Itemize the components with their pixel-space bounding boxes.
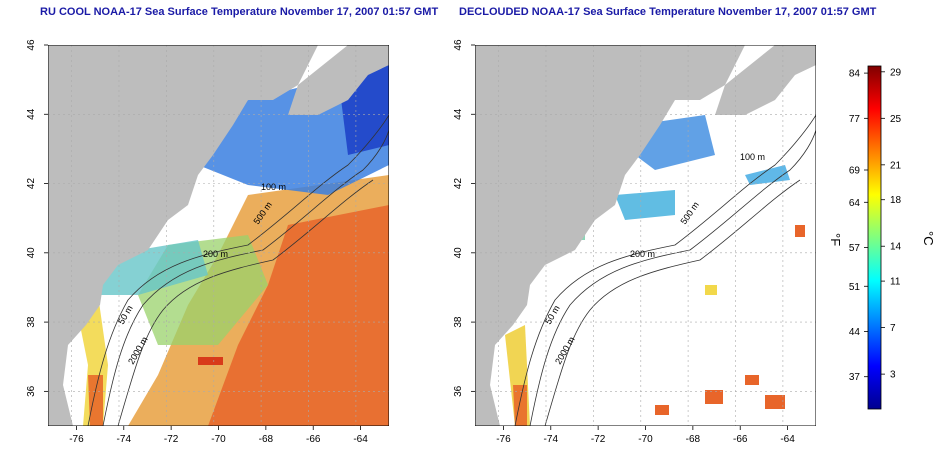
y-tick-label-right: 44	[453, 108, 464, 120]
fahrenheit-tick-label: 51	[849, 282, 861, 293]
fahrenheit-unit-label: °F	[828, 233, 843, 246]
land-mass	[475, 45, 816, 426]
colorbar-ticks: 84 77 69 64 57 51 44 37 29 25 21 18 14 11 7 3	[849, 67, 902, 383]
right-sst-map: 100 m 200 m 500 m 50 m 2000 m	[475, 45, 816, 426]
contour-label-100m: 100 m	[261, 182, 286, 192]
y-tick-label-right: 40	[453, 247, 464, 259]
y-tick-label-left: 46	[26, 39, 37, 51]
y-tick-label-left: 38	[26, 316, 37, 328]
x-tick-label-right: -76	[496, 434, 511, 445]
colorbar-gradient	[867, 65, 882, 410]
left-sst-map: 100 m 200 m 500 m 50 m 2000 m	[48, 45, 389, 426]
celsius-tick-label: 3	[890, 370, 896, 381]
gridlines	[475, 45, 816, 426]
celsius-tick-label: 11	[890, 277, 901, 288]
fahrenheit-tick-label: 69	[849, 165, 861, 176]
left-map-title: RU COOL NOAA-17 Sea Surface Temperature …	[40, 6, 439, 18]
x-tick-label-right: -74	[544, 434, 559, 445]
y-tick-label-left: 42	[26, 178, 37, 190]
x-tick-label-right: -70	[638, 434, 653, 445]
x-tick-label-left: -76	[69, 434, 84, 445]
fahrenheit-tick-label: 77	[849, 114, 861, 125]
bathymetry-contours	[514, 114, 816, 426]
fahrenheit-tick-label: 37	[849, 372, 861, 383]
temperature-colorbar: 84 77 69 64 57 51 44 37 29 25 21 18 14 11 7 3 °F °C	[828, 65, 936, 410]
x-tick-label-left: -74	[117, 434, 132, 445]
x-tick-label-left: -68	[259, 434, 274, 445]
y-tick-label-left: 44	[26, 108, 37, 120]
x-tick-label-right: -66	[733, 434, 748, 445]
y-tick-label-right: 38	[453, 316, 464, 328]
celsius-tick-label: 21	[890, 160, 902, 171]
celsius-tick-label: 7	[890, 323, 896, 334]
y-tick-label-left: 36	[26, 385, 37, 397]
bathymetry-contours	[87, 114, 389, 426]
x-tick-label-left: -70	[211, 434, 226, 445]
right-map-title: DECLOUDED NOAA-17 Sea Surface Temperatur…	[459, 6, 877, 18]
celsius-unit-label: °C	[921, 231, 936, 246]
gridlines	[48, 45, 389, 426]
x-tick-label-right: -68	[686, 434, 701, 445]
celsius-tick-label: 25	[890, 114, 902, 125]
fahrenheit-tick-label: 84	[849, 69, 861, 80]
fahrenheit-tick-label: 64	[849, 198, 861, 209]
x-tick-label-right: -64	[780, 434, 795, 445]
celsius-tick-label: 18	[890, 195, 902, 206]
contour-label-200m: 200 m	[203, 249, 228, 259]
x-tick-label-left: -64	[353, 434, 368, 445]
contour-label-100m: 100 m	[740, 152, 765, 162]
celsius-tick-label: 14	[890, 242, 902, 253]
y-tick-label-right: 36	[453, 385, 464, 397]
y-tick-label-right: 46	[453, 39, 464, 51]
land-mass	[48, 45, 389, 426]
fahrenheit-tick-label: 57	[849, 243, 861, 254]
celsius-tick-label: 29	[890, 67, 902, 78]
x-tick-label-left: -66	[306, 434, 321, 445]
fahrenheit-tick-label: 44	[849, 327, 861, 338]
y-tick-label-right: 42	[453, 178, 464, 190]
y-tick-label-left: 40	[26, 247, 37, 259]
contour-label-200m: 200 m	[630, 249, 655, 259]
x-tick-label-right: -72	[591, 434, 606, 445]
x-tick-label-left: -72	[164, 434, 179, 445]
